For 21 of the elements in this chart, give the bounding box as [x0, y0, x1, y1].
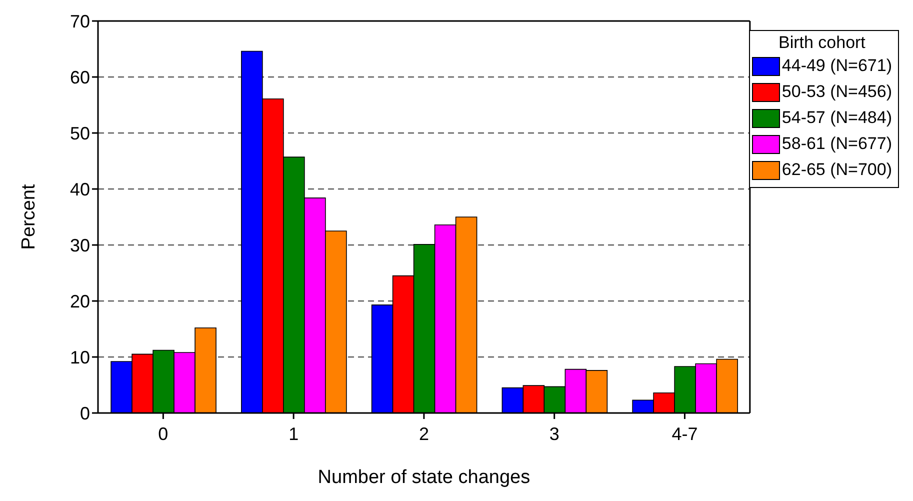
y-tick-label: 30 [70, 235, 90, 256]
legend-title: Birth cohort [777, 33, 866, 53]
x-tick-label: 1 [288, 424, 299, 444]
y-tick-label: 40 [70, 179, 90, 200]
legend-label: 54-57 (N=484) [782, 108, 892, 128]
x-tick-label: 2 [418, 424, 429, 444]
y-tick-label: 60 [70, 67, 90, 88]
y-tick-label: 0 [80, 403, 90, 424]
x-tick-label: 4-7 [672, 424, 698, 444]
legend-label: 50-53 (N=456) [782, 82, 892, 102]
legend-label: 62-65 (N=700) [782, 160, 892, 180]
x-tick-label: 0 [158, 424, 168, 444]
y-tick-label: 20 [70, 291, 90, 312]
y-tick-label: 50 [70, 123, 90, 144]
y-tick-label: 10 [70, 347, 90, 368]
x-axis-title: Number of state changes [318, 467, 530, 488]
y-axis-title: Percent [18, 184, 40, 250]
y-tick-label: 70 [70, 11, 90, 32]
legend-label: 44-49 (N=671) [782, 56, 892, 76]
x-tick-label: 3 [549, 424, 560, 444]
legend-label: 58-61 (N=677) [782, 134, 892, 154]
